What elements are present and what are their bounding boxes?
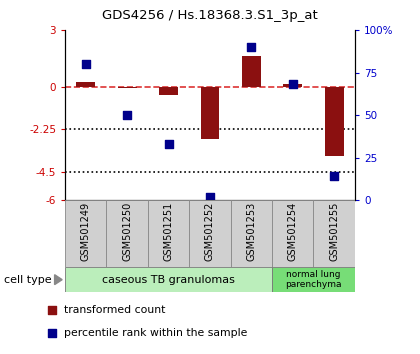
Text: caseous TB granulomas: caseous TB granulomas bbox=[102, 275, 235, 285]
Bar bbox=[65, 200, 107, 267]
Bar bbox=[272, 200, 313, 267]
Point bbox=[331, 173, 338, 179]
Bar bbox=[107, 200, 148, 267]
Text: normal lung
parenchyma: normal lung parenchyma bbox=[285, 270, 342, 289]
Point bbox=[165, 141, 172, 147]
Text: GSM501253: GSM501253 bbox=[247, 202, 256, 261]
Bar bbox=[284, 84, 302, 87]
Bar bbox=[159, 87, 178, 95]
Bar bbox=[76, 82, 95, 87]
Bar bbox=[118, 87, 136, 88]
Bar bbox=[148, 200, 189, 267]
Bar bbox=[325, 87, 344, 156]
Bar bbox=[189, 200, 231, 267]
Bar bbox=[65, 267, 272, 292]
Text: GSM501251: GSM501251 bbox=[164, 202, 173, 261]
Text: GSM501254: GSM501254 bbox=[288, 202, 298, 261]
Text: GSM501250: GSM501250 bbox=[122, 202, 132, 261]
Text: GSM501252: GSM501252 bbox=[205, 202, 215, 261]
Text: GDS4256 / Hs.18368.3.S1_3p_at: GDS4256 / Hs.18368.3.S1_3p_at bbox=[102, 9, 318, 22]
Bar bbox=[231, 200, 272, 267]
Bar bbox=[242, 56, 261, 87]
Text: percentile rank within the sample: percentile rank within the sample bbox=[64, 327, 248, 338]
Point bbox=[124, 112, 131, 118]
Point bbox=[82, 61, 89, 67]
Text: cell type: cell type bbox=[4, 275, 52, 285]
Point bbox=[49, 307, 55, 313]
Point bbox=[289, 82, 296, 87]
Point bbox=[49, 330, 55, 335]
Point bbox=[248, 44, 255, 50]
Point bbox=[207, 194, 213, 199]
Bar bbox=[272, 267, 355, 292]
Text: GSM501255: GSM501255 bbox=[329, 202, 339, 261]
Bar bbox=[313, 200, 355, 267]
Bar bbox=[201, 87, 219, 139]
Text: GSM501249: GSM501249 bbox=[81, 202, 91, 261]
Text: transformed count: transformed count bbox=[64, 305, 165, 315]
